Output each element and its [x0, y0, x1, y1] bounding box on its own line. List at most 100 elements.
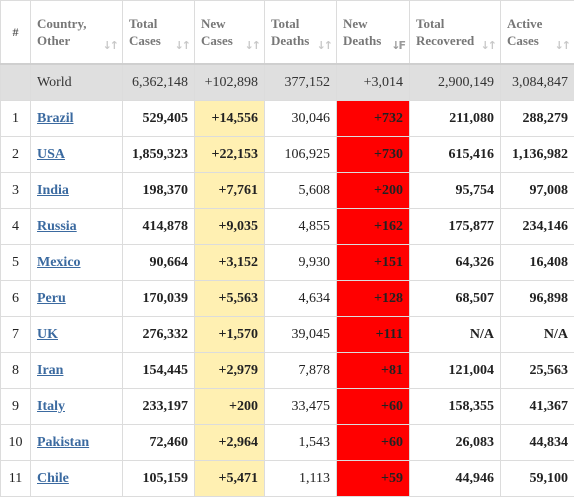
- world-total-cases: 6,362,148: [123, 64, 195, 101]
- country-link[interactable]: Iran: [37, 363, 63, 378]
- sort-icon[interactable]: ↓↑: [481, 37, 495, 54]
- rank-cell: 2: [1, 137, 31, 173]
- country-link[interactable]: Italy: [37, 399, 65, 414]
- country-cell: Russia: [31, 209, 123, 245]
- sort-icon[interactable]: ↓↑: [555, 37, 569, 54]
- active-cases-cell: 96,898: [501, 281, 574, 317]
- rank-cell: 10: [1, 425, 31, 461]
- rank-cell: 9: [1, 389, 31, 425]
- total-deaths-cell: 106,925: [265, 137, 337, 173]
- rank-column-header[interactable]: #: [1, 1, 31, 65]
- total-recovered-header-label-line1: Total: [416, 16, 444, 31]
- sort-icon[interactable]: ↓↑: [317, 37, 331, 54]
- table-header-row: # Country, Other ↓↑ Total Cases ↓↑ New C…: [1, 1, 574, 65]
- country-link[interactable]: Brazil: [37, 111, 74, 126]
- new-deaths-cell: +81: [337, 353, 410, 389]
- new-cases-cell: +7,761: [195, 173, 265, 209]
- active-cases-cell: 288,279: [501, 101, 574, 137]
- country-cell: Peru: [31, 281, 123, 317]
- total-recovered-cell: 615,416: [410, 137, 501, 173]
- total-cases-cell: 170,039: [123, 281, 195, 317]
- rank-cell: 5: [1, 245, 31, 281]
- total-cases-cell: 414,878: [123, 209, 195, 245]
- new-deaths-cell: +162: [337, 209, 410, 245]
- total-recovered-cell: 211,080: [410, 101, 501, 137]
- country-link[interactable]: India: [37, 183, 69, 198]
- rank-cell: 6: [1, 281, 31, 317]
- new-cases-cell: +200: [195, 389, 265, 425]
- total-deaths-cell: 39,045: [265, 317, 337, 353]
- sort-descending-icon[interactable]: ↓F: [391, 37, 404, 54]
- world-new-deaths: +3,014: [337, 64, 410, 101]
- total-recovered-cell: 68,507: [410, 281, 501, 317]
- world-active-cases: 3,084,847: [501, 64, 574, 101]
- new-cases-header-label-line1: New: [201, 16, 226, 31]
- total-recovered-cell: 175,877: [410, 209, 501, 245]
- total-deaths-cell: 5,608: [265, 173, 337, 209]
- sort-icon[interactable]: ↓↑: [245, 37, 259, 54]
- country-cell: Chile: [31, 461, 123, 497]
- total-cases-cell: 1,859,323: [123, 137, 195, 173]
- country-header-label-line2: Other: [37, 33, 70, 48]
- table-row: 1 Brazil 529,405 +14,556 30,046 +732 211…: [1, 101, 574, 137]
- country-cell: UK: [31, 317, 123, 353]
- total-recovered-column-header[interactable]: Total Recovered ↓↑: [410, 1, 501, 65]
- new-deaths-cell: +128: [337, 281, 410, 317]
- active-cases-cell: 25,563: [501, 353, 574, 389]
- total-deaths-cell: 7,878: [265, 353, 337, 389]
- rank-cell: 7: [1, 317, 31, 353]
- total-cases-cell: 276,332: [123, 317, 195, 353]
- new-deaths-cell: +111: [337, 317, 410, 353]
- country-cell: India: [31, 173, 123, 209]
- country-link[interactable]: UK: [37, 327, 58, 342]
- new-deaths-cell: +732: [337, 101, 410, 137]
- rank-cell: 8: [1, 353, 31, 389]
- total-recovered-cell: 158,355: [410, 389, 501, 425]
- active-cases-cell: 59,100: [501, 461, 574, 497]
- rank-cell: 11: [1, 461, 31, 497]
- country-cell: Mexico: [31, 245, 123, 281]
- country-link[interactable]: Russia: [37, 219, 77, 234]
- new-cases-cell: +2,979: [195, 353, 265, 389]
- rank-cell: 1: [1, 101, 31, 137]
- country-column-header[interactable]: Country, Other ↓↑: [31, 1, 123, 65]
- sort-icon[interactable]: ↓↑: [103, 37, 117, 54]
- country-header-label-line1: Country,: [37, 16, 86, 31]
- country-cell: Italy: [31, 389, 123, 425]
- new-cases-cell: +2,964: [195, 425, 265, 461]
- country-cell: USA: [31, 137, 123, 173]
- new-cases-column-header[interactable]: New Cases ↓↑: [195, 1, 265, 65]
- new-cases-cell: +1,570: [195, 317, 265, 353]
- new-cases-cell: +3,152: [195, 245, 265, 281]
- table-row: 5 Mexico 90,664 +3,152 9,930 +151 64,326…: [1, 245, 574, 281]
- new-deaths-column-header[interactable]: New Deaths ↓F: [337, 1, 410, 65]
- active-cases-header-label-line2: Cases: [507, 33, 539, 48]
- active-cases-cell: 44,834: [501, 425, 574, 461]
- country-link[interactable]: Mexico: [37, 255, 81, 270]
- new-cases-header-label-line2: Cases: [201, 33, 233, 48]
- table-row: 9 Italy 233,197 +200 33,475 +60 158,355 …: [1, 389, 574, 425]
- country-link[interactable]: Chile: [37, 471, 69, 486]
- active-cases-column-header[interactable]: Active Cases ↓↑: [501, 1, 574, 65]
- total-cases-column-header[interactable]: Total Cases ↓↑: [123, 1, 195, 65]
- total-cases-cell: 198,370: [123, 173, 195, 209]
- new-cases-cell: +5,471: [195, 461, 265, 497]
- total-cases-cell: 233,197: [123, 389, 195, 425]
- total-recovered-cell: 95,754: [410, 173, 501, 209]
- country-cell: Pakistan: [31, 425, 123, 461]
- world-total-row: World 6,362,148 +102,898 377,152 +3,014 …: [1, 64, 574, 101]
- new-cases-cell: +14,556: [195, 101, 265, 137]
- total-recovered-cell: 44,946: [410, 461, 501, 497]
- sort-icon[interactable]: ↓↑: [175, 37, 189, 54]
- world-rank-cell: [1, 64, 31, 101]
- total-deaths-column-header[interactable]: Total Deaths ↓↑: [265, 1, 337, 65]
- country-cell: Iran: [31, 353, 123, 389]
- rank-header-label: #: [13, 25, 19, 39]
- total-deaths-cell: 4,855: [265, 209, 337, 245]
- country-link[interactable]: Pakistan: [37, 435, 89, 450]
- country-link[interactable]: USA: [37, 147, 65, 162]
- new-deaths-cell: +730: [337, 137, 410, 173]
- table-row: 6 Peru 170,039 +5,563 4,634 +128 68,507 …: [1, 281, 574, 317]
- country-link[interactable]: Peru: [37, 291, 66, 306]
- active-cases-cell: 1,136,982: [501, 137, 574, 173]
